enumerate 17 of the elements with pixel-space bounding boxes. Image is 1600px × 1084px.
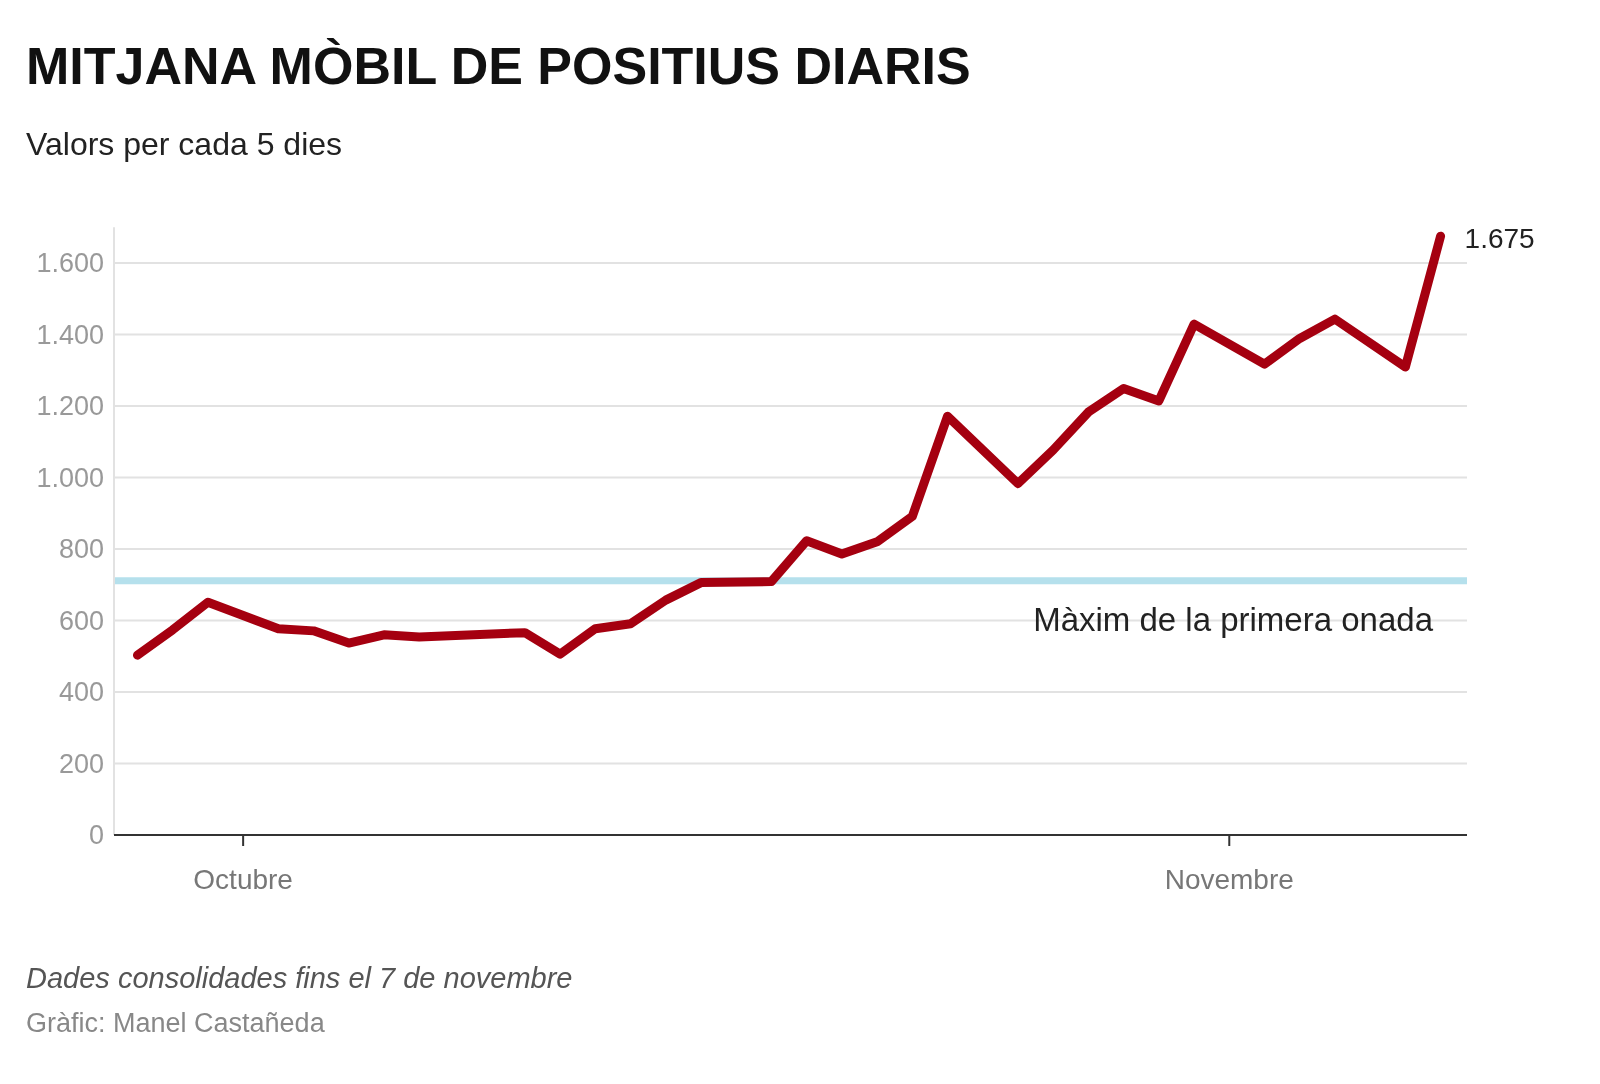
text: Dades consolidades fins el 7 de novembre [26, 962, 573, 994]
ref-line-label: Màxim de la primera onada [1033, 600, 1434, 638]
y-tick-label: 200 [58, 748, 104, 779]
y-tick-label: 1.200 [36, 391, 104, 421]
y-tick-label: 600 [58, 605, 104, 636]
data-label: 1.675 [1464, 223, 1535, 255]
chart-title: MITJANA MÒBIL DE POSITIUS DIARIS [26, 37, 971, 95]
chart-subtitle: Valors per cada 5 dies [26, 126, 343, 162]
x-tick-label: Octubre [193, 864, 293, 895]
y-tick-label: 400 [58, 677, 104, 707]
y-tick-label: 1.000 [36, 462, 104, 493]
y-tick-label: 1.400 [36, 319, 104, 350]
y-tick-label: 0 [88, 820, 104, 850]
text: Gràfic: Manel Castañeda [26, 1008, 326, 1038]
y-tick-label: 1.600 [36, 248, 104, 278]
x-tick-label: Novembre [1164, 864, 1294, 895]
y-tick-label: 800 [58, 534, 104, 564]
